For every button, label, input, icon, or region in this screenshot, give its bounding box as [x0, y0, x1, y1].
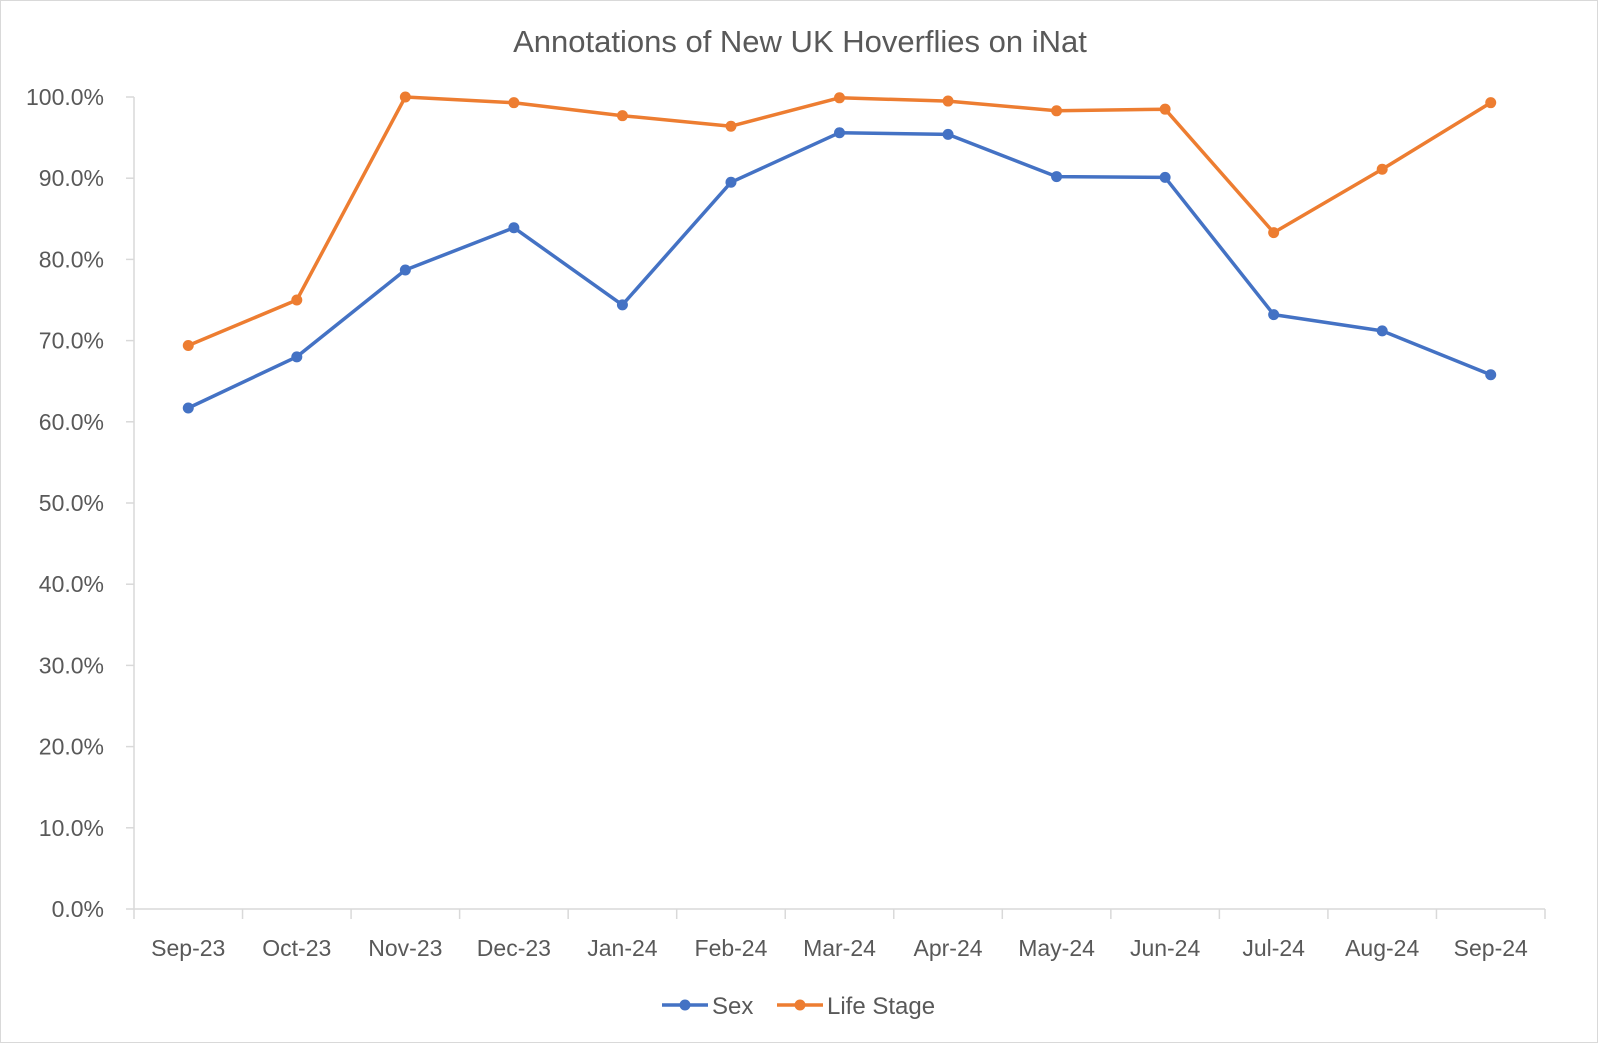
data-point: [942, 128, 954, 140]
data-point: [291, 294, 303, 306]
series-lines: [182, 91, 1497, 414]
y-tick-label: 80.0%: [39, 246, 104, 272]
y-axis-labels: 0.0% 10.0% 20.0% 30.0% 40.0% 50.0% 60.0% 70.0% 8…: [26, 84, 104, 922]
data-point: [1159, 103, 1171, 115]
data-point: [1485, 369, 1497, 381]
data-point: [1376, 325, 1388, 337]
x-tick-label: Jul-24: [1242, 935, 1305, 961]
y-tick-label: 10.0%: [39, 815, 104, 841]
x-tick-label: Jan-24: [587, 935, 658, 961]
data-point: [399, 91, 411, 103]
y-tick-label: 70.0%: [39, 328, 104, 354]
legend-label: Sex: [712, 993, 753, 1020]
y-tick-label: 0.0%: [52, 896, 104, 922]
y-tick-label: 20.0%: [39, 734, 104, 760]
legend-item: Sex: [662, 993, 753, 1020]
chart-title: Annotations of New UK Hoverflies on iNat: [513, 24, 1087, 59]
x-tick-label: Oct-23: [262, 935, 331, 961]
data-point: [942, 95, 954, 107]
data-point: [508, 222, 520, 234]
data-point: [834, 92, 845, 104]
legend-item: Life Stage: [777, 993, 935, 1020]
y-tick-label: 90.0%: [39, 165, 104, 191]
series-life-stage: [182, 91, 1497, 351]
data-point: [1268, 309, 1280, 321]
legend-swatch-marker: [794, 999, 806, 1011]
data-point: [182, 339, 194, 351]
legend-label: Life Stage: [827, 993, 935, 1020]
data-point: [616, 299, 628, 311]
legend: Sex Life Stage: [662, 993, 935, 1020]
series-sex: [182, 127, 1497, 414]
x-tick-label: Nov-23: [368, 935, 442, 961]
data-point: [399, 264, 411, 276]
data-point: [834, 127, 845, 139]
x-tick-label: Jun-24: [1130, 935, 1201, 961]
y-tick-label: 30.0%: [39, 652, 104, 678]
x-tick-label: Feb-24: [695, 935, 768, 961]
x-tick-label: Aug-24: [1345, 935, 1419, 961]
x-tick-label: Dec-23: [477, 935, 551, 961]
y-tick-label: 100.0%: [26, 84, 104, 110]
series-line: [187, 130, 1492, 410]
data-point: [725, 120, 737, 132]
data-point: [1376, 163, 1388, 175]
y-tick-label: 50.0%: [39, 490, 104, 516]
x-tick-label: Apr-24: [914, 935, 983, 961]
y-tick-label: 60.0%: [39, 409, 104, 435]
x-tick-label: Mar-24: [803, 935, 876, 961]
data-point: [508, 97, 520, 109]
x-tick-label: Sep-23: [151, 935, 225, 961]
data-point: [1268, 227, 1280, 239]
data-point: [616, 110, 628, 122]
data-point: [725, 176, 737, 188]
data-point: [291, 351, 303, 363]
data-point: [182, 402, 194, 414]
x-axis-labels: Sep-23 Oct-23 Nov-23 Dec-23 Jan-24 Feb-24 Mar-…: [151, 935, 1528, 961]
data-point: [1159, 171, 1171, 183]
x-tick-label: May-24: [1018, 935, 1095, 961]
data-point: [1485, 97, 1497, 109]
y-tick-label: 40.0%: [39, 571, 104, 597]
x-tick-label: Sep-24: [1454, 935, 1528, 961]
axes: [126, 96, 1546, 919]
data-point: [1051, 105, 1063, 117]
data-point: [1051, 171, 1063, 183]
legend-swatch-marker: [679, 999, 691, 1011]
